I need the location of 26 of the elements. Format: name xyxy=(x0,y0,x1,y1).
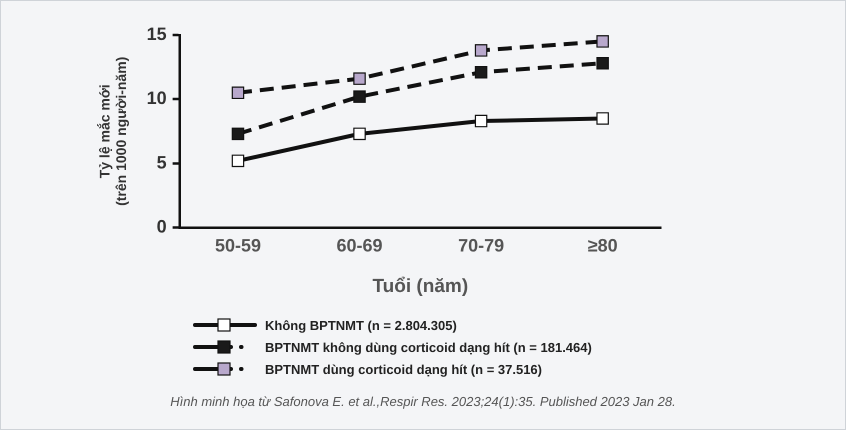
x-tick-label: 70-79 xyxy=(458,235,504,256)
point xyxy=(596,112,609,125)
point xyxy=(474,66,488,78)
legend-label: BPTNMT dùng corticoid dạng hít (n = 37.516) xyxy=(265,362,542,376)
x-tick-label: 60-69 xyxy=(336,235,383,256)
y-axis-title: Tỷ lệ mắc mới (trên 1000 người-năm) xyxy=(96,56,130,206)
point xyxy=(353,128,366,140)
point xyxy=(596,35,609,48)
y-tick-label: 5 xyxy=(156,152,167,172)
x-tick-label: 50-59 xyxy=(214,235,261,256)
point xyxy=(474,114,488,128)
point xyxy=(232,86,244,100)
x-axis-title: Tuổi (năm) xyxy=(372,276,468,297)
legend-label: BPTNMT không dùng corticoid dạng hít (n = 181.464) xyxy=(265,340,592,354)
y-tick-label: 15 xyxy=(146,24,167,44)
x-tick-label: ≥80 xyxy=(588,235,618,256)
point xyxy=(353,72,366,85)
y-tick-label: 0 xyxy=(156,216,167,237)
point xyxy=(353,90,366,103)
point xyxy=(596,56,609,70)
y-tick-label: 10 xyxy=(146,88,167,108)
point xyxy=(232,128,244,140)
text: Hình minh họa từ Safonova E. et al.,Respir Res. 2023;24(1):35. Published 2023 Jan 28. xyxy=(169,394,677,409)
point xyxy=(232,154,244,168)
point xyxy=(474,44,488,57)
legend-label: Không BPTNMT (n = 2.804.305) xyxy=(265,318,457,332)
